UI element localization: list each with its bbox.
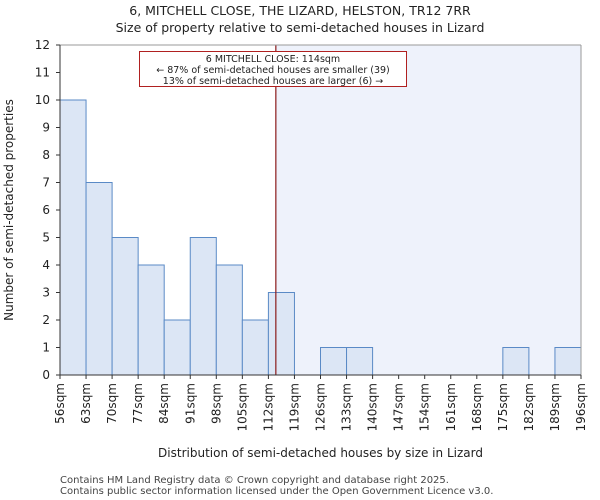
x-tick-label: 112sqm xyxy=(261,383,275,431)
x-tick-label: 147sqm xyxy=(392,383,406,431)
y-tick-label: 10 xyxy=(35,93,50,107)
y-tick-label: 11 xyxy=(35,66,50,80)
bar-98sqm xyxy=(215,264,243,376)
x-tick-label: 77sqm xyxy=(131,383,145,424)
x-tick-label: 168sqm xyxy=(470,383,484,431)
footer-licence: Contains public sector information licen… xyxy=(60,486,494,497)
bar-77sqm xyxy=(137,264,165,376)
x-tick-label: 196sqm xyxy=(574,383,588,431)
y-tick-label: 3 xyxy=(42,286,50,300)
x-tick-label: 56sqm xyxy=(53,383,67,424)
larger-properties-shading xyxy=(275,45,581,375)
x-ticks: 56sqm 63sqm 70sqm 77sqm 84sqm 91sqm 98sqm 105sq… xyxy=(53,375,588,431)
y-tick-label: 7 xyxy=(42,176,50,190)
chart-title: 6, MITCHELL CLOSE, THE LIZARD, HELSTON, … xyxy=(129,3,471,18)
y-tick-label: 6 xyxy=(42,203,50,217)
x-tick-label: 91sqm xyxy=(183,383,197,424)
y-axis-label: Number of semi-detached properties xyxy=(2,99,16,321)
annotation-line-1: 6 MITCHELL CLOSE: 114sqm xyxy=(205,54,341,65)
x-tick-label: 133sqm xyxy=(340,383,354,431)
x-tick-label: 70sqm xyxy=(105,383,119,424)
annotation-line-2: ← 87% of semi-detached houses are smalle… xyxy=(156,65,390,76)
bar-84sqm xyxy=(163,319,191,376)
bar-126sqm xyxy=(320,347,348,376)
bars xyxy=(59,99,582,376)
y-tick-label: 1 xyxy=(42,341,50,355)
footer-copyright: Contains HM Land Registry data © Crown c… xyxy=(60,475,449,486)
x-tick-label: 154sqm xyxy=(418,383,432,431)
y-tick-label: 4 xyxy=(42,258,50,272)
bar-91sqm xyxy=(189,237,217,376)
chart-subtitle: Size of property relative to semi-detach… xyxy=(115,20,485,35)
x-tick-label: 98sqm xyxy=(209,383,223,424)
x-tick-label: 189sqm xyxy=(548,383,562,431)
y-tick-label: 5 xyxy=(42,231,50,245)
bar-133sqm xyxy=(346,347,374,376)
x-tick-label: 140sqm xyxy=(366,383,380,431)
x-tick-label: 105sqm xyxy=(235,383,249,431)
bar-63sqm xyxy=(85,182,113,376)
bar-56sqm xyxy=(59,99,87,376)
y-tick-label: 12 xyxy=(35,38,50,52)
x-tick-label: 175sqm xyxy=(496,383,510,431)
y-tick-label: 9 xyxy=(42,121,50,135)
x-axis-label: Distribution of semi-detached houses by … xyxy=(158,446,483,460)
y-tick-label: 2 xyxy=(42,313,50,327)
x-tick-label: 161sqm xyxy=(444,383,458,431)
bar-105sqm xyxy=(241,319,269,376)
x-tick-label: 119sqm xyxy=(287,383,301,431)
marker-annotation: 6 MITCHELL CLOSE: 114sqm ← 87% of semi-d… xyxy=(139,51,407,87)
annotation-line-3: 13% of semi-detached houses are larger (… xyxy=(162,76,384,87)
x-tick-label: 84sqm xyxy=(157,383,171,424)
x-tick-label: 182sqm xyxy=(522,383,536,431)
x-tick-label: 126sqm xyxy=(314,383,328,431)
bar-112sqm xyxy=(267,292,295,376)
x-tick-label: 63sqm xyxy=(79,383,93,424)
y-tick-label: 0 xyxy=(42,368,50,382)
y-tick-label: 8 xyxy=(42,148,50,162)
bar-175sqm xyxy=(502,347,530,376)
bar-189sqm xyxy=(554,347,582,376)
bar-70sqm xyxy=(111,237,139,376)
